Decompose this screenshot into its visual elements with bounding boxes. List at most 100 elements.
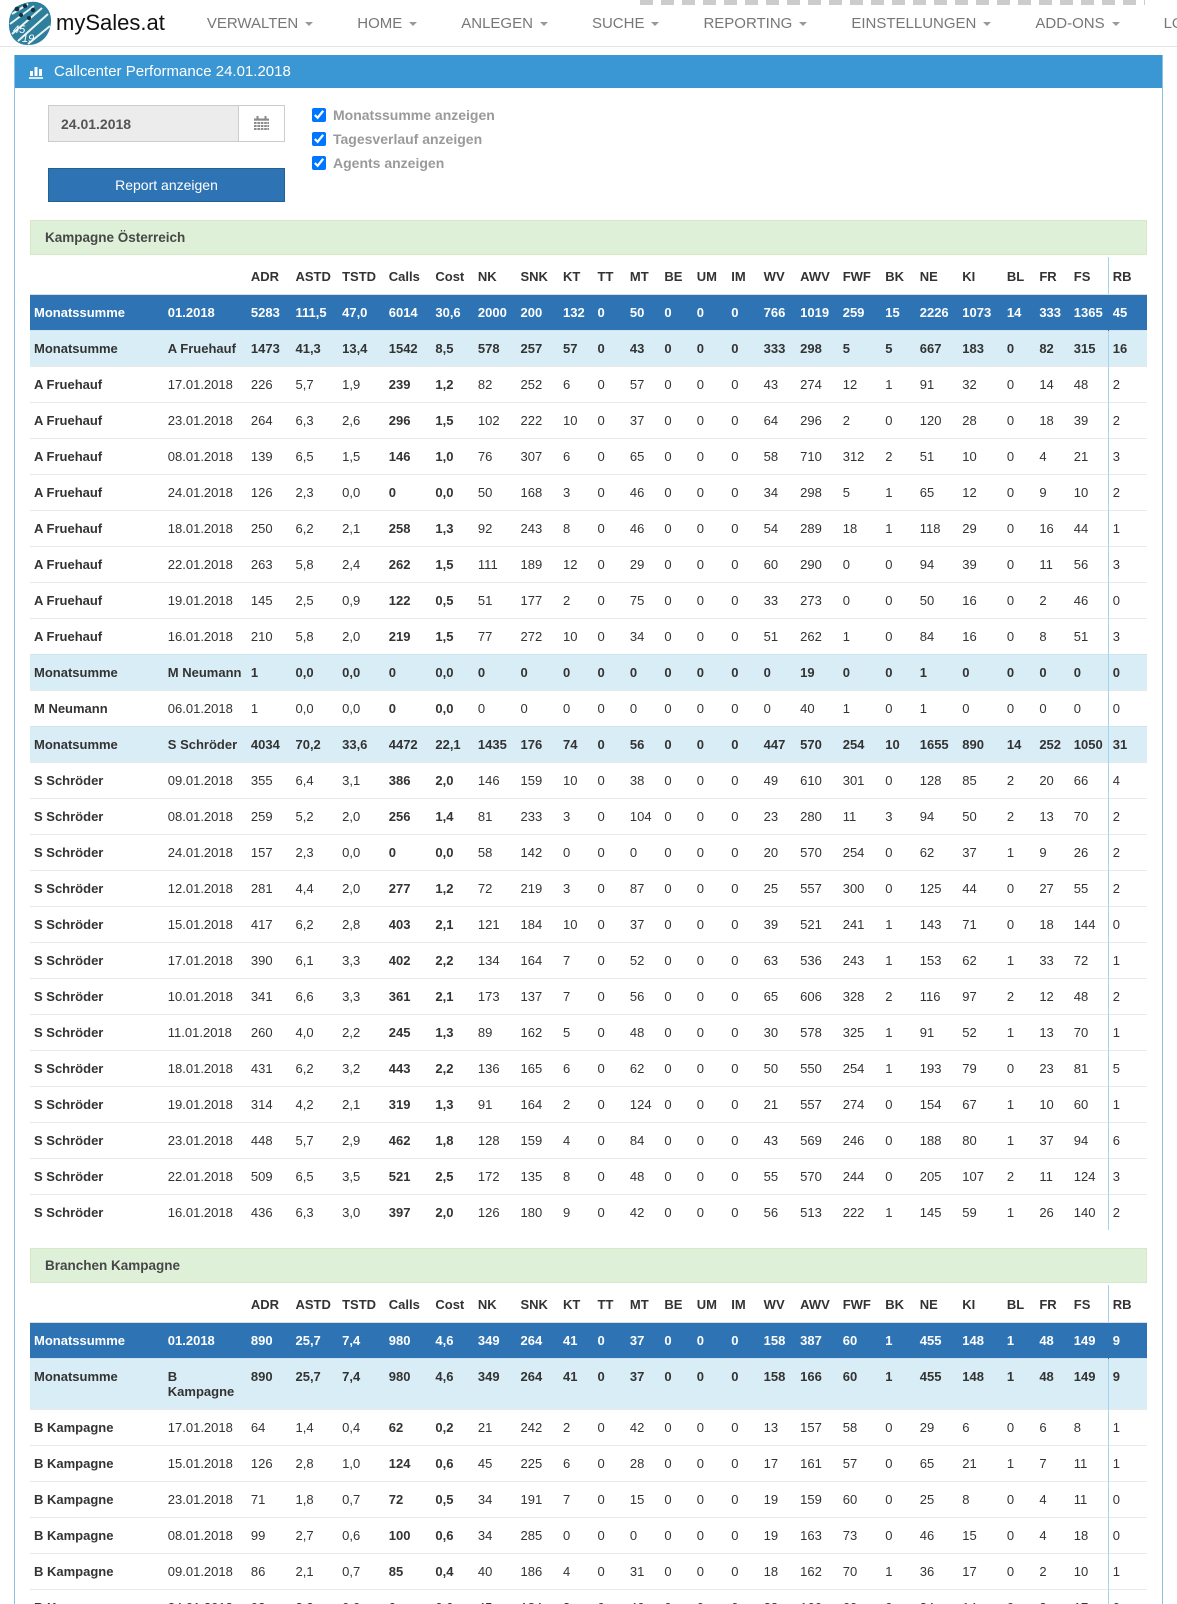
nav-item-suche[interactable]: SUCHE: [570, 15, 682, 32]
value-cell: 0: [727, 402, 760, 439]
column-header-rb: RB: [1107, 1285, 1147, 1323]
value-cell: 0,5: [431, 1481, 474, 1518]
value-cell: 1: [881, 1553, 916, 1590]
value-cell: 1: [915, 690, 959, 727]
value-cell: 0: [593, 1086, 626, 1123]
value-cell: 0: [881, 402, 916, 439]
report-anzeigen-button[interactable]: Report anzeigen: [48, 168, 285, 202]
column-header-bk: BK: [881, 257, 916, 295]
value-cell: 319: [384, 1086, 432, 1123]
option-checkbox[interactable]: [312, 132, 326, 146]
column-header-im: IM: [727, 1285, 760, 1323]
nav-item-anlegen[interactable]: ANLEGEN: [439, 15, 570, 32]
value-cell: 0: [727, 1122, 760, 1159]
value-cell: 46: [625, 510, 661, 547]
value-cell: 2226: [915, 294, 959, 331]
value-cell: 70: [1069, 1014, 1109, 1051]
nav-item-einstellungen[interactable]: EINSTELLUNGEN: [829, 15, 1013, 32]
value-cell: 0: [384, 690, 432, 727]
nav-item-add-ons[interactable]: ADD-ONS: [1013, 15, 1141, 32]
value-cell: 0: [692, 1194, 728, 1230]
panel-body: Report anzeigen Monatssumme anzeigen Tage…: [15, 88, 1162, 1604]
value-cell: 3: [1107, 618, 1147, 655]
value-cell: 28: [958, 402, 1003, 439]
value-cell: 0,0: [431, 474, 474, 511]
value-cell: 2,0: [338, 870, 385, 907]
value-cell: 0: [660, 330, 693, 367]
date-input[interactable]: [49, 106, 238, 141]
value-cell: 48: [1069, 978, 1109, 1015]
option-3[interactable]: Agents anzeigen: [312, 155, 495, 171]
value-cell: 2: [1107, 834, 1147, 871]
value-cell: 60: [838, 1481, 882, 1518]
nav-item-logout[interactable]: LOGOUT: [1142, 15, 1177, 32]
value-cell: 0: [1002, 546, 1036, 583]
value-cell: 0: [727, 870, 760, 907]
value-cell: 40: [796, 690, 839, 727]
value-cell: 980: [384, 1322, 432, 1359]
value-cell: 52: [625, 942, 661, 979]
nav-menu: VERWALTEN HOME ANLEGEN SUCHE REPORTING EINSTE…: [185, 15, 1177, 32]
value-cell: 48: [625, 1158, 661, 1195]
value-cell: 0: [559, 654, 594, 691]
value-cell: 390: [246, 942, 292, 979]
value-cell: 1473: [246, 330, 292, 367]
value-cell: 0: [660, 654, 693, 691]
value-cell: 4: [1035, 1481, 1070, 1518]
nav-item-home[interactable]: HOME: [335, 15, 439, 32]
value-cell: 21: [1069, 438, 1109, 475]
value-cell: 14: [958, 1589, 1003, 1604]
value-cell: 0: [625, 690, 661, 727]
value-cell: 277: [384, 870, 432, 907]
value-cell: 980: [384, 1358, 432, 1410]
chevron-down-icon: [539, 22, 548, 26]
value-cell: 26: [1069, 834, 1109, 871]
value-cell: 0: [692, 1158, 728, 1195]
value-cell: 118: [915, 510, 959, 547]
value-cell: 1: [881, 1322, 916, 1359]
section-title: Branchen Kampagne: [30, 1248, 1147, 1283]
value-cell: 0: [1002, 510, 1036, 547]
value-cell: 154: [915, 1086, 959, 1123]
column-header-cost: Cost: [431, 257, 474, 295]
row-label-cell: B Kampagne: [30, 1517, 164, 1554]
nav-item-verwalten[interactable]: VERWALTEN: [185, 15, 335, 32]
calendar-button[interactable]: [238, 106, 284, 141]
value-cell: 2: [1002, 762, 1036, 799]
value-cell: 12: [1035, 978, 1070, 1015]
table-row: S Schröder 19.01.2018 314 4,2 2,1 319 1,3 91 164…: [30, 1086, 1147, 1123]
row-label-cell: S Schröder: [30, 834, 164, 871]
value-cell: 5,2: [291, 798, 339, 835]
brand[interactable]: 45 19 mySales.at: [8, 0, 165, 46]
value-cell: 0: [881, 1445, 916, 1482]
value-cell: 65: [915, 474, 959, 511]
column-header-astd: ASTD: [291, 257, 339, 295]
column-header-fwf: FWF: [838, 257, 882, 295]
value-cell: 766: [759, 294, 797, 331]
value-cell: 74: [559, 726, 594, 763]
option-1[interactable]: Monatssumme anzeigen: [312, 107, 495, 123]
value-cell: 1: [1002, 1122, 1036, 1159]
table-row: Monatsumme A Fruehauf 1473 41,3 13,4 1542 8,5 5…: [30, 330, 1147, 367]
value-cell: 0: [727, 798, 760, 835]
value-cell: 1050: [1069, 726, 1109, 763]
value-cell: 1: [1002, 1445, 1036, 1482]
value-cell: 578: [473, 330, 517, 367]
row-sublabel-cell: 24.01.2018: [163, 474, 247, 511]
value-cell: 6: [559, 1050, 594, 1087]
value-cell: 0: [593, 1481, 626, 1518]
option-2[interactable]: Tagesverlauf anzeigen: [312, 131, 495, 147]
value-cell: 25: [759, 870, 797, 907]
value-cell: 0: [660, 1589, 693, 1604]
value-cell: 5283: [246, 294, 292, 331]
value-cell: 48: [1035, 1358, 1070, 1410]
value-cell: 4034: [246, 726, 292, 763]
column-header-nk: NK: [473, 257, 517, 295]
option-checkbox[interactable]: [312, 108, 326, 122]
nav-item-reporting[interactable]: REPORTING: [681, 15, 829, 32]
option-checkbox[interactable]: [312, 156, 326, 170]
value-cell: 102: [473, 402, 517, 439]
value-cell: 0: [660, 546, 693, 583]
value-cell: 0: [881, 834, 916, 871]
value-cell: 10: [559, 906, 594, 943]
